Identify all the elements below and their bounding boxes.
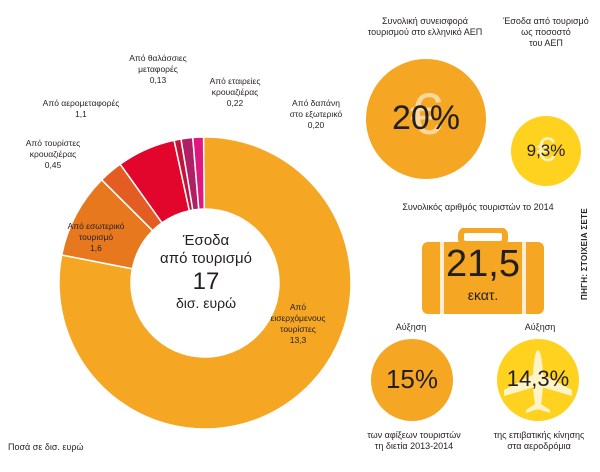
arrivals-circle — [371, 339, 453, 421]
slice-label-sea-transport: Από θαλάσσιες μεταφορές 0,13 — [120, 53, 196, 86]
slice-label-line: Από αερομεταφορές — [42, 98, 120, 108]
suitcase-strap-right — [522, 242, 526, 314]
slice-label-line: τουρισμό — [78, 232, 114, 242]
suitcase-handle — [458, 228, 508, 247]
tourists-title: Συνολικός αριθμός τουριστών το 2014 — [402, 202, 554, 212]
caption-line: τη διετία 2013-2014 — [374, 441, 454, 451]
euro-icon: € — [410, 82, 442, 147]
slice-label-line: Από τουρίστες — [25, 138, 81, 148]
slice-value: 0,22 — [226, 98, 244, 108]
revenue-gdp-circle: € — [511, 116, 581, 186]
revenue-gdp-title: Έσοδα από τουρισμό ως ποσοστό του ΑΕΠ — [496, 16, 596, 49]
suitcase-icon — [422, 228, 544, 314]
arrivals-caption: των αφίξεων τουριστών τη διετία 2013-201… — [360, 430, 468, 452]
title-line: τουρισμού στο ελληνικό ΑΕΠ — [367, 27, 483, 37]
title-line: Έσοδα από τουρισμό — [503, 16, 589, 26]
slice-label-line: Από εταιρείες — [209, 76, 261, 86]
slice-label-line: Από δαπάνη — [292, 98, 340, 108]
slice-label-line: στο εξωτερικό — [289, 109, 343, 119]
air-traffic-caption: της επιβατικής κίνησης στα αεροδρόμια — [480, 430, 598, 452]
slice-label-line: κρουαζιέρας — [29, 149, 77, 159]
revenue-gdp-circle-bg — [511, 116, 581, 186]
slice-label-line: τουρίστες — [280, 324, 316, 334]
slice-value: 1,1 — [75, 109, 87, 119]
contribution-circle: € — [366, 59, 486, 179]
slice-label-cruise-tourists: Από τουρίστες κρουαζιέρας 0,45 — [18, 138, 88, 171]
slice-label-line: Από — [289, 302, 307, 312]
slice-value: 13,3 — [289, 335, 307, 345]
tourists-unit: εκατ. — [467, 287, 499, 303]
donut-slice-6 — [191, 136, 206, 211]
title-line: Συνολική συνεισφορά — [381, 16, 469, 26]
title-line: του ΑΕΠ — [529, 38, 563, 48]
contribution-value: 20% — [391, 99, 461, 137]
center-total: 17 — [192, 268, 220, 295]
arrivals-heading: Αύξηση — [395, 322, 427, 332]
center-title-line-1: Έσοδα — [182, 232, 230, 249]
contribution-circle-bg — [366, 59, 486, 179]
suitcase-body — [422, 242, 544, 314]
center-title-line-2: από τουρισμό — [160, 250, 252, 267]
donut-center-label: Έσοδα από τουρισμό 17 δισ. ευρώ — [150, 232, 262, 311]
caption-line: των αφίξεων τουριστών — [367, 430, 461, 440]
arrivals-value: 15% — [385, 364, 439, 394]
contribution-title: Συνολική συνεισφορά τουρισμού στο ελληνι… — [360, 16, 490, 38]
euro-icon: € — [537, 131, 556, 169]
slice-label-line: μεταφορές — [138, 64, 178, 74]
air-traffic-value: 14,3% — [506, 366, 570, 391]
slice-value: 0,13 — [149, 75, 167, 85]
slice-label-spending-abroad: Από δαπάνη στο εξωτερικό 0,20 — [280, 98, 352, 131]
donut-slice-0 — [58, 136, 352, 430]
slice-label-line: κρουαζιέρας — [211, 87, 259, 97]
slice-value: 0,20 — [307, 120, 325, 130]
slice-label-line: Από θαλάσσιες — [129, 53, 187, 63]
slice-label-air-transport: Από αερομεταφορές 1,1 — [36, 98, 126, 120]
suitcase-strap-left — [440, 242, 444, 314]
source-label: ΠΗΓΗ: ΣΤΟΙΧΕΙΑ ΣΕΤΕ — [580, 208, 589, 300]
chart-note: Ποσά σε δισ. ευρώ — [8, 442, 84, 452]
arrivals-circle-bg — [371, 339, 453, 421]
revenue-gdp-value: 9,3% — [526, 141, 566, 160]
title-line: ως ποσοστό — [521, 27, 571, 37]
caption-line: της επιβατικής κίνησης — [493, 430, 585, 440]
slice-value: 0,45 — [44, 160, 62, 170]
slice-label-domestic-tourism: Από εσωτερικό τουρισμό 1,6 — [56, 221, 136, 254]
slice-label-incoming-tourists: Από εισερχόμενους τουρίστες 13,3 — [258, 302, 338, 346]
slice-label-line: εισερχόμενους — [270, 313, 326, 323]
air-traffic-circle — [497, 339, 579, 421]
slice-value: 1,6 — [90, 243, 102, 253]
tourists-value: 21,5 — [446, 243, 520, 285]
center-unit: δισ. ευρώ — [175, 295, 237, 311]
air-traffic-heading: Αύξηση — [524, 322, 556, 332]
slice-label-cruise-companies: Από εταιρείες κρουαζιέρας 0,22 — [200, 76, 270, 109]
slice-label-line: Από εσωτερικό — [67, 221, 125, 231]
caption-line: στα αεροδρόμια — [507, 441, 571, 451]
airplane-icon — [504, 350, 572, 413]
